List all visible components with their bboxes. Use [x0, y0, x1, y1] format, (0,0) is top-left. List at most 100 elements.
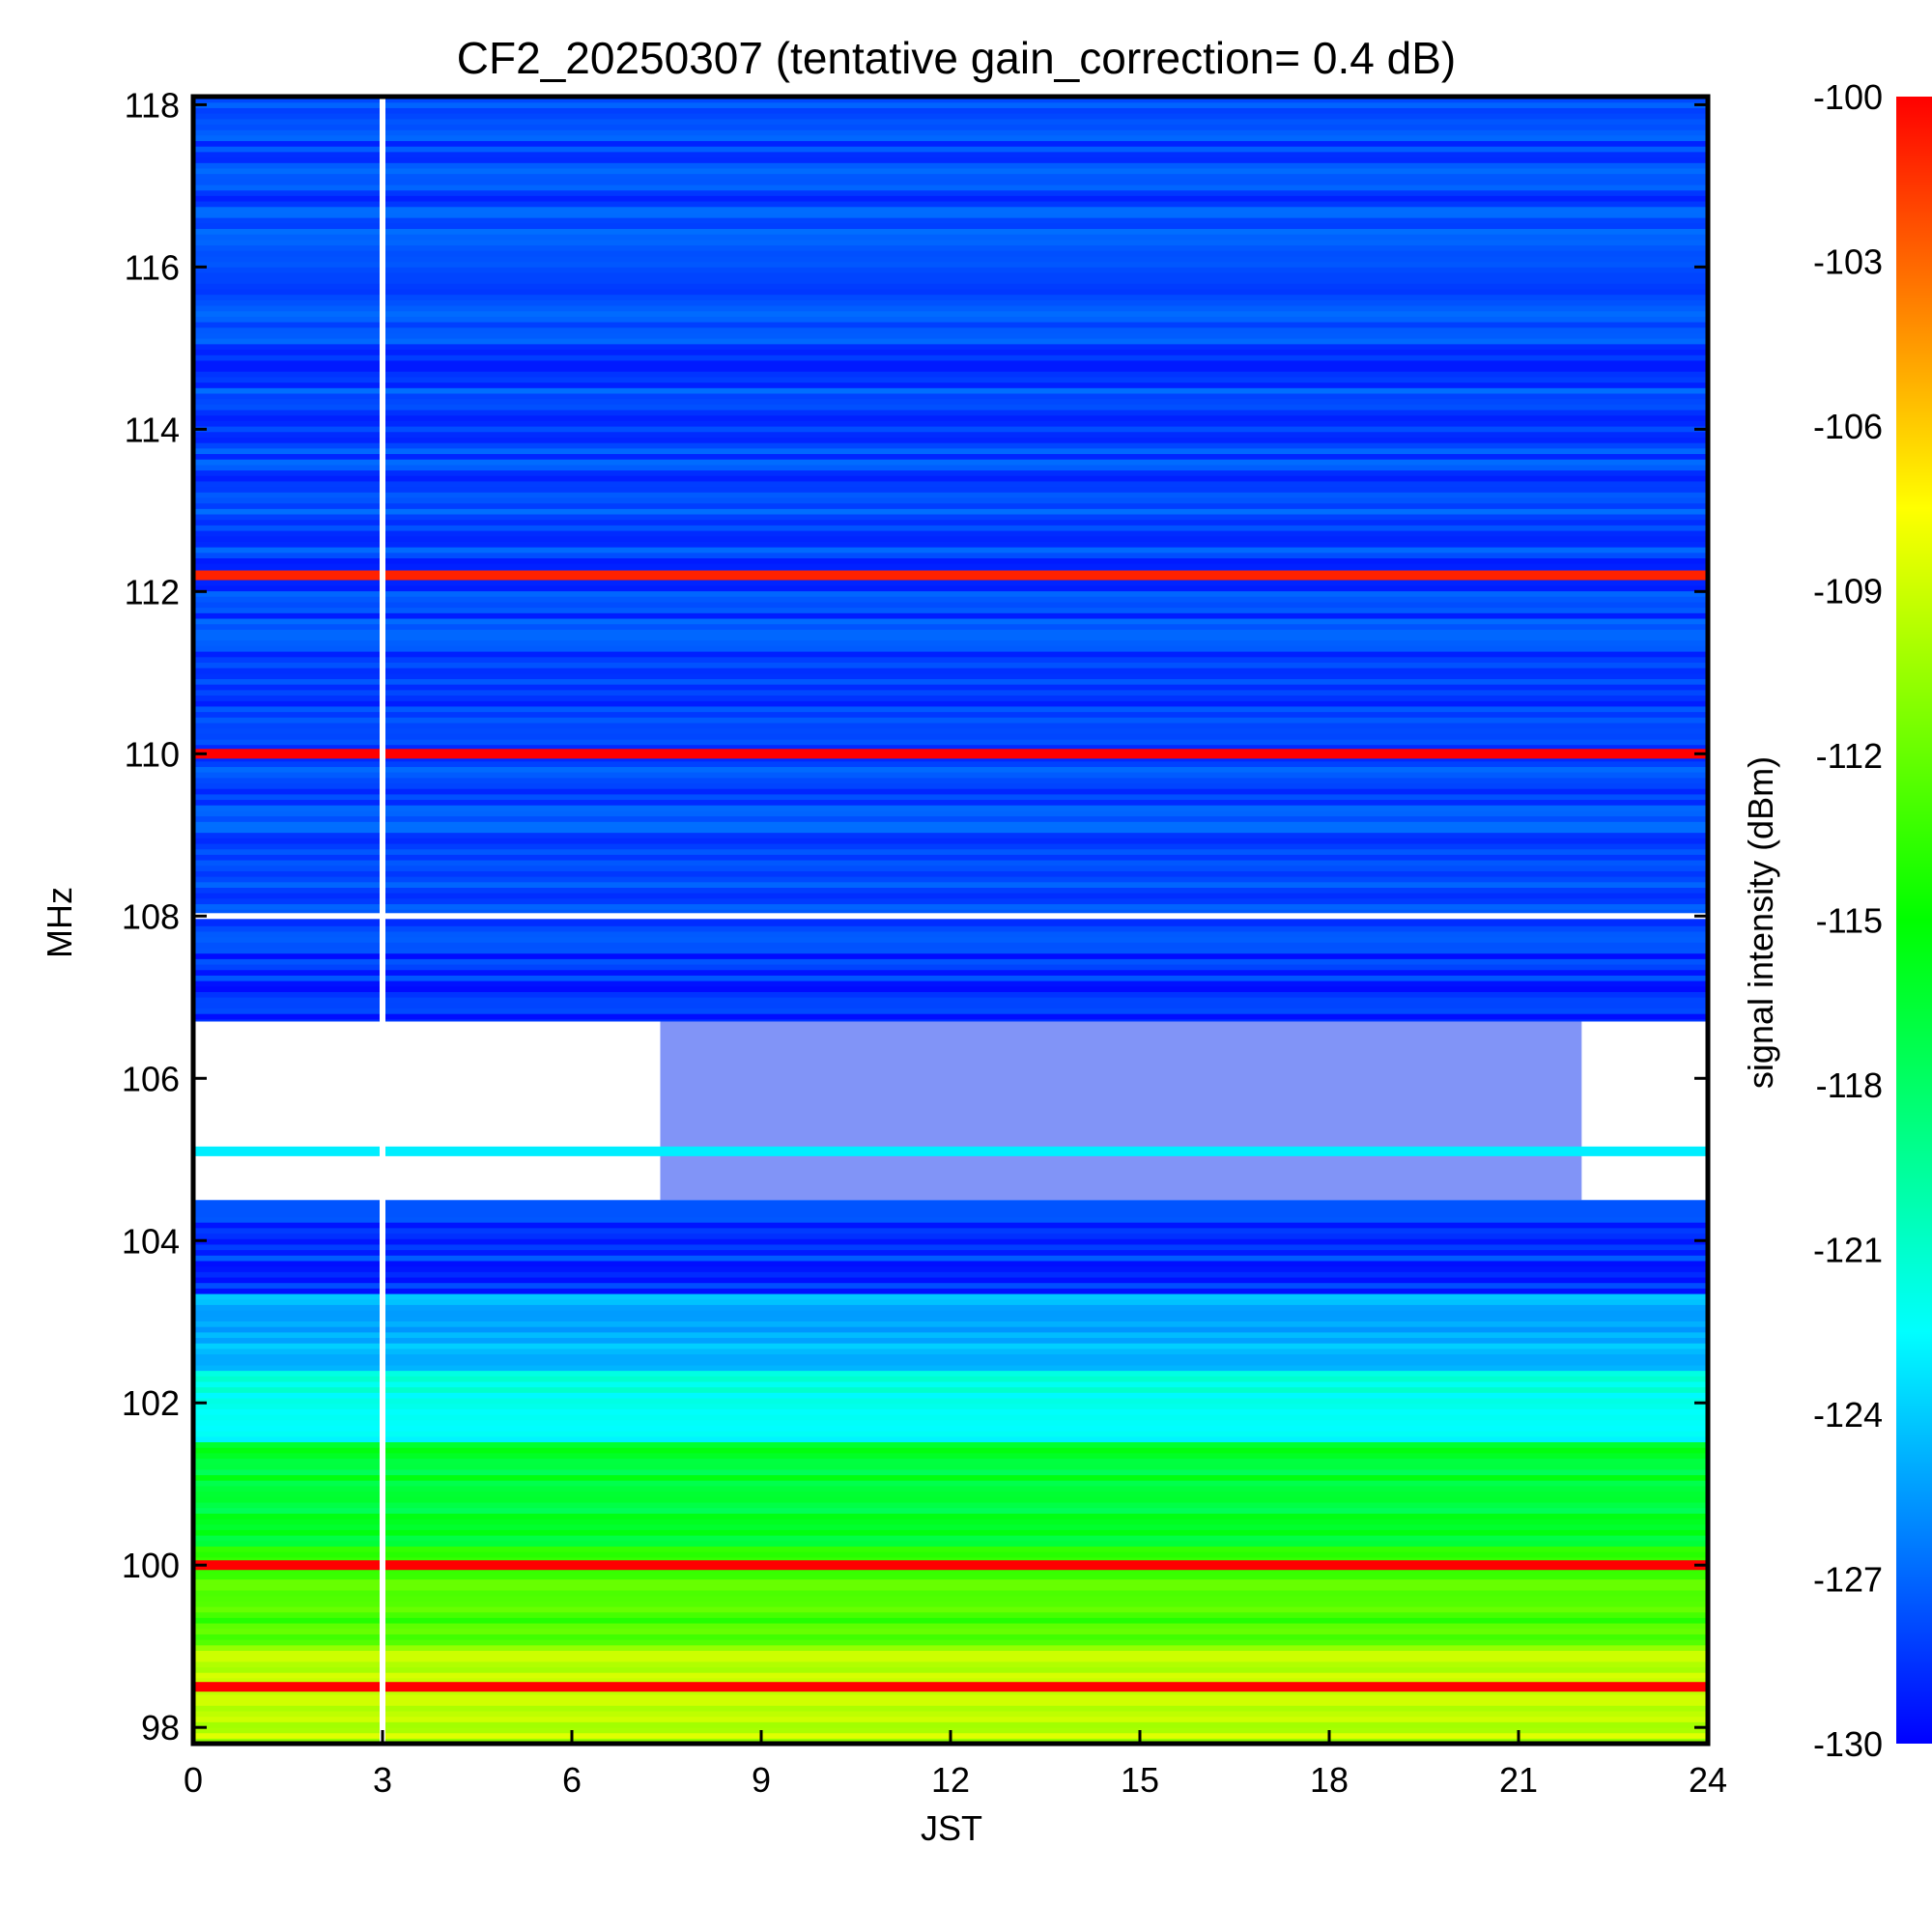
heatmap-row — [193, 398, 1708, 405]
heatmap-row — [193, 1282, 1708, 1289]
y-tick-label: 114 — [125, 410, 180, 449]
heatmap-row — [193, 563, 1708, 570]
heatmap-row — [193, 793, 1708, 801]
heatmap-row — [193, 1414, 1708, 1421]
heatmap-row — [193, 1650, 1708, 1657]
heatmap-row — [193, 343, 1708, 351]
heatmap-row — [193, 1238, 1708, 1245]
heatmap-row — [193, 525, 1708, 531]
x-tick-label: 24 — [1689, 1760, 1727, 1800]
heatmap-row — [193, 997, 1708, 1004]
heatmap-row — [193, 277, 1708, 284]
heatmap-row — [193, 469, 1708, 476]
signal-line — [193, 570, 1708, 581]
heatmap-row — [193, 936, 1708, 943]
heatmap-row — [193, 842, 1708, 850]
heatmap-row — [193, 1265, 1708, 1272]
heatmap-row — [193, 909, 1708, 916]
heatmap-row — [193, 404, 1708, 411]
heatmap-row — [193, 327, 1708, 333]
heatmap-row — [193, 1605, 1708, 1613]
heatmap-row — [193, 1364, 1708, 1372]
heatmap-row — [193, 617, 1708, 625]
x-axis-label: JST — [921, 1808, 982, 1848]
colorbar-tick-label: -106 — [1813, 407, 1883, 446]
heatmap-row — [193, 1666, 1708, 1673]
heatmap-row — [193, 629, 1708, 636]
heatmap-row — [193, 815, 1708, 822]
heatmap-row — [193, 590, 1708, 597]
heatmap-row — [193, 250, 1708, 257]
heatmap-row — [193, 535, 1708, 542]
heatmap-row — [193, 1617, 1708, 1624]
heatmap-row — [193, 338, 1708, 345]
heatmap-row — [193, 821, 1708, 828]
heatmap-row — [193, 519, 1708, 526]
heatmap-row — [193, 887, 1708, 894]
x-tick-label: 15 — [1121, 1760, 1159, 1800]
colorbar-label: signal intensity (dBm) — [1741, 756, 1780, 1089]
heatmap-row — [193, 1260, 1708, 1267]
x-tick-label: 6 — [562, 1760, 582, 1800]
heatmap-row — [193, 179, 1708, 185]
heatmap-row — [193, 1331, 1708, 1339]
heatmap-row — [193, 662, 1708, 668]
heatmap-row — [193, 1431, 1708, 1437]
heatmap-row — [193, 1233, 1708, 1239]
heatmap-row — [193, 244, 1708, 251]
heatmap-row — [193, 442, 1708, 449]
heatmap-row — [193, 371, 1708, 378]
heatmap-row — [193, 459, 1708, 466]
heatmap-row — [193, 1672, 1708, 1679]
heatmap-row — [193, 513, 1708, 521]
heatmap-row — [193, 876, 1708, 883]
heatmap-row — [193, 480, 1708, 488]
heatmap-row — [193, 332, 1708, 339]
data-gap-line — [380, 97, 385, 1744]
heatmap-row — [193, 788, 1708, 795]
heatmap-row — [193, 414, 1708, 421]
heatmap-row — [193, 1535, 1708, 1542]
heatmap-row — [193, 1677, 1708, 1685]
heatmap-row — [193, 1255, 1708, 1262]
heatmap-row — [193, 267, 1708, 273]
heatmap-daytime-fill — [660, 1021, 1582, 1201]
heatmap-row — [193, 409, 1708, 416]
heatmap-row — [193, 1298, 1708, 1305]
heatmap-row — [193, 711, 1708, 718]
heatmap-row — [193, 217, 1708, 224]
heatmap-row — [193, 1556, 1708, 1564]
heatmap-row — [193, 832, 1708, 838]
y-tick-label: 98 — [141, 1708, 180, 1747]
heatmap-row — [193, 1276, 1708, 1284]
heatmap-row — [193, 963, 1708, 971]
y-tick-label: 102 — [122, 1383, 180, 1423]
y-tick-label: 110 — [125, 734, 180, 774]
x-tick-label: 3 — [373, 1760, 392, 1800]
signal-line — [193, 1146, 1708, 1156]
heatmap-row — [193, 1463, 1708, 1470]
x-axis: 0 3 6 9 12 15 18 21 24 — [184, 1730, 1727, 1800]
heatmap-row — [193, 189, 1708, 196]
heatmap-row — [193, 1013, 1708, 1020]
heatmap-row — [193, 107, 1708, 114]
heatmap-row — [193, 799, 1708, 806]
heatmap-row — [193, 1661, 1708, 1668]
heatmap-row — [193, 1546, 1708, 1552]
heatmap-row — [193, 1227, 1708, 1235]
heatmap-row — [193, 1639, 1708, 1646]
heatmap-row — [193, 1628, 1708, 1634]
heatmap-row — [193, 744, 1708, 751]
y-tick-label: 100 — [122, 1546, 180, 1585]
heatmap-row — [193, 947, 1708, 954]
heatmap-row — [193, 584, 1708, 592]
heatmap-row — [193, 1568, 1708, 1575]
heatmap-row — [193, 124, 1708, 130]
colorbar-axis: -100 -103 -106 -109 -112 -115 -118 -121 -124 -127… — [1813, 77, 1883, 1764]
heatmap-row — [193, 678, 1708, 685]
heatmap-row — [193, 156, 1708, 163]
heatmap-row — [193, 431, 1708, 438]
heatmap-row — [193, 854, 1708, 861]
heatmap-row — [193, 645, 1708, 652]
heatmap-row — [193, 134, 1708, 142]
